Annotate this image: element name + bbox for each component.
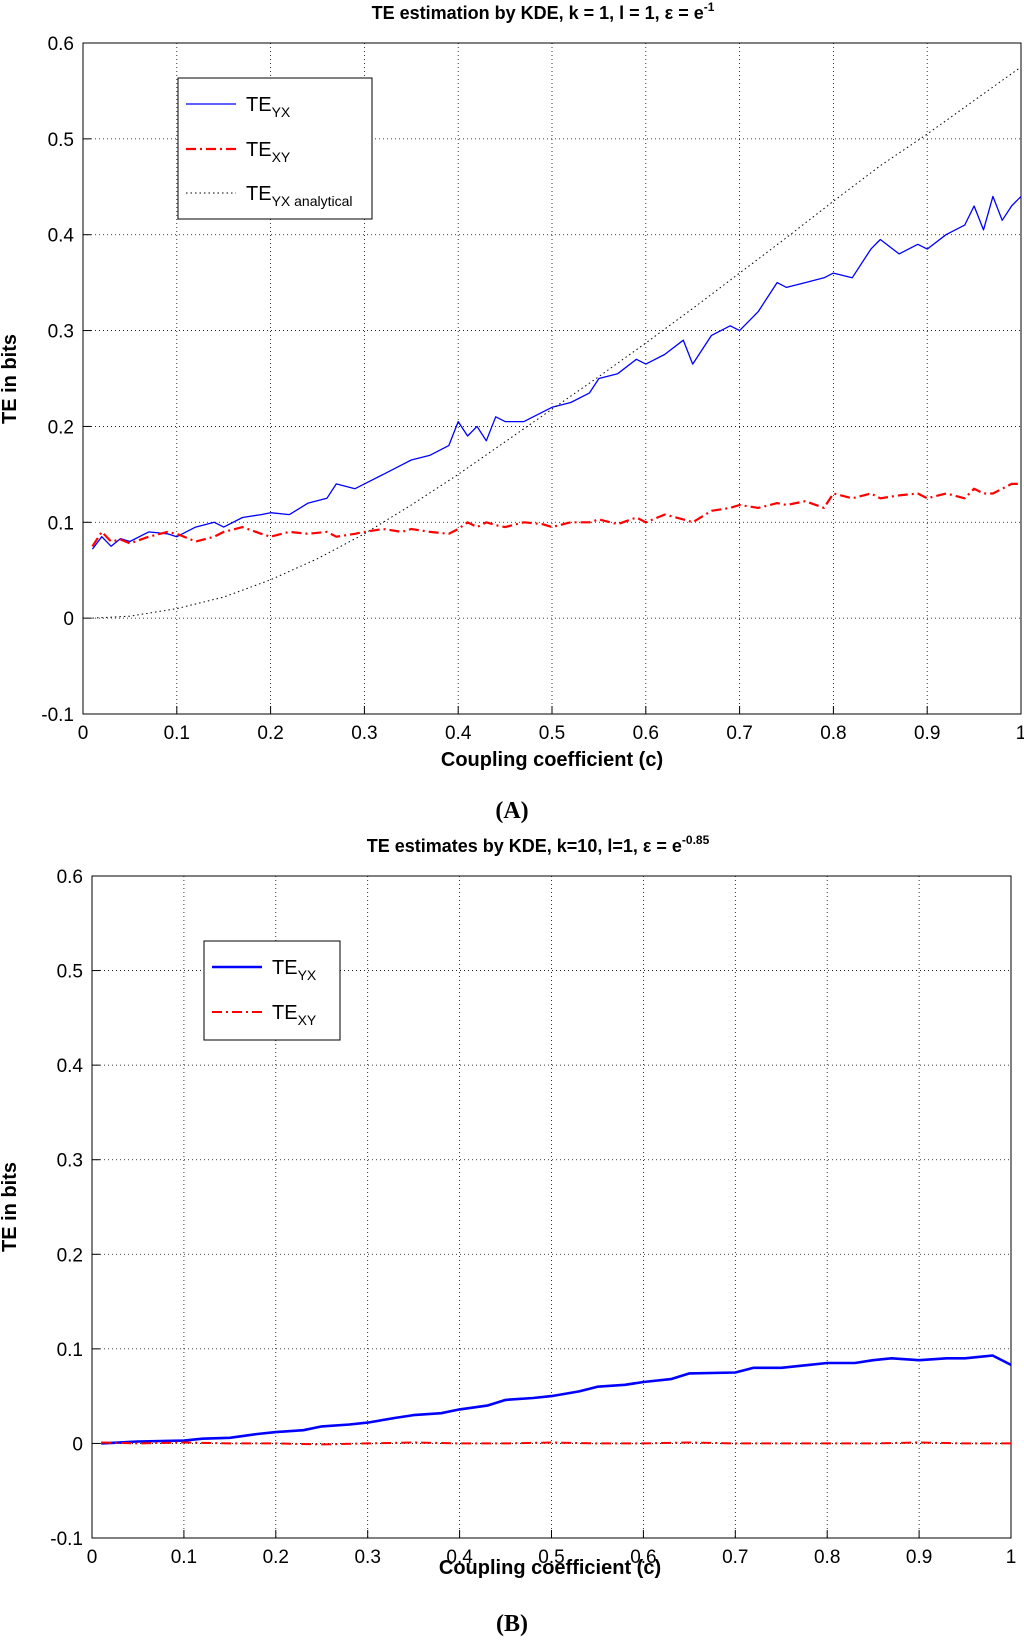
panel-a-x-tick-label: 0.5 — [539, 723, 565, 744]
panel-a-y-tick-label: 0.1 — [48, 513, 74, 534]
legend-label-te-xy-b: TEXY — [272, 1002, 317, 1028]
panel-a-series-te-yx — [91, 195, 1022, 550]
panel-a-y-tick-label: 0.5 — [48, 130, 74, 151]
panel-a-x-tick-label: 0.1 — [164, 723, 190, 744]
panel-b-x-tick-label: 0.2 — [263, 1547, 289, 1568]
panel-b-y-tick-label: 0 — [72, 1434, 83, 1455]
panel-a-x-tick-label: 0.4 — [445, 723, 472, 744]
panel-a-y-tick-label: -0.1 — [41, 705, 74, 726]
panel-a-x-tick-label: 0.8 — [820, 723, 846, 744]
panel-a-x-axis-label: Coupling coefficient (c) — [441, 749, 663, 771]
panel-a-y-tick-label: 0.6 — [48, 34, 74, 55]
panel-a-series — [91, 66, 1022, 619]
panel-b-y-tick-label: 0.5 — [57, 962, 83, 983]
panel-b-y-tick-label: 0.4 — [57, 1056, 84, 1077]
panel-b-series — [101, 1354, 1012, 1446]
panel-b-x-tick-label: 0.1 — [171, 1547, 197, 1568]
panel-a-x-tick-label: 0.3 — [351, 723, 377, 744]
panel-a-title: TE estimation by KDE, k = 1, l = 1, ε = … — [372, 0, 715, 23]
legend-label-te-yx: TEYX — [246, 94, 291, 120]
panel-a-x-tick-label: 0.9 — [914, 723, 940, 744]
panel-a-legend: TEYX TEXY TEYX analytical — [177, 77, 373, 220]
panel-b-series-te-xy — [101, 1441, 1011, 1446]
legend-label-te-yx-b: TEYX — [272, 957, 317, 983]
panel-b-chart: TE estimates by KDE, k=10, l=1, ε = e-0.… — [0, 833, 1016, 1637]
panel-a-y-tick-label: 0.4 — [48, 226, 75, 247]
panel-a-chart: TE estimation by KDE, k = 1, l = 1, ε = … — [0, 0, 1024, 824]
panel-b-x-tick-label: 0.9 — [906, 1547, 932, 1568]
panel-b-x-axis-label: Coupling coefficient (c) — [439, 1557, 661, 1579]
panel-a-y-tick-label: 0 — [63, 609, 74, 630]
panel-b-x-tick-label: 0.3 — [354, 1547, 380, 1568]
panel-b-x-tick-label: 0.6 — [630, 1547, 656, 1568]
panel-a-x-tick-label: 0.7 — [726, 723, 752, 744]
panel-b-tick-labels: 0 0.1 0.2 0.3 0.4 0.5 0.6 0.7 0.8 0.9 1-0.100.10.2… — [50, 867, 1016, 1568]
panel-b-grid — [91, 875, 1012, 1539]
panel-b-x-tick-label: 1 — [1006, 1547, 1017, 1568]
legend-label-te-xy: TEXY — [246, 139, 291, 165]
panel-a-label: (A) — [495, 798, 528, 824]
panel-a-x-tick-label: 0 — [78, 723, 89, 744]
panel-a-x-tick-label: 0.6 — [633, 723, 659, 744]
panel-a-series-te-yx-analytical — [92, 66, 1022, 619]
panel-a-y-tick-label: 0.2 — [48, 417, 74, 438]
panel-b-x-tick-label: 0.4 — [446, 1547, 473, 1568]
panel-b-x-tick-label: 0.8 — [814, 1547, 840, 1568]
legend-label-te-yx-analytical: TEYX analytical — [246, 183, 353, 209]
panel-a-x-tick-label: 0.2 — [257, 723, 283, 744]
panel-b-title: TE estimates by KDE, k=10, l=1, ε = e-0.… — [367, 833, 710, 856]
panel-a-tick-labels: 0 0.1 0.2 0.3 0.4 0.5 0.6 0.7 0.8 0.9 1-0.100.10.2… — [41, 34, 1024, 744]
panel-b-y-axis-label: TE in bits — [0, 1162, 21, 1252]
panel-a-x-tick-label: 1 — [1016, 723, 1024, 744]
panel-b-y-tick-label: 0.1 — [57, 1340, 83, 1361]
panel-a-y-axis-label: TE in bits — [0, 334, 21, 424]
panel-a-series-te-xy — [91, 482, 1021, 547]
panel-b-x-tick-label: 0 — [87, 1547, 98, 1568]
panel-b-series-te-yx — [101, 1354, 1012, 1445]
panel-b-y-tick-label: 0.2 — [57, 1245, 83, 1266]
panel-b-label: (B) — [496, 1611, 528, 1637]
panel-b-x-tick-label: 0.5 — [538, 1547, 564, 1568]
panel-b-x-tick-label: 0.7 — [722, 1547, 748, 1568]
panel-b-y-tick-label: 0.3 — [57, 1151, 83, 1172]
panel-b-y-tick-label: 0.6 — [57, 867, 83, 888]
panel-b-y-tick-label: -0.1 — [50, 1529, 83, 1550]
panel-b-legend: TEYX TEXY — [203, 940, 341, 1041]
panel-a-y-tick-label: 0.3 — [48, 322, 74, 343]
